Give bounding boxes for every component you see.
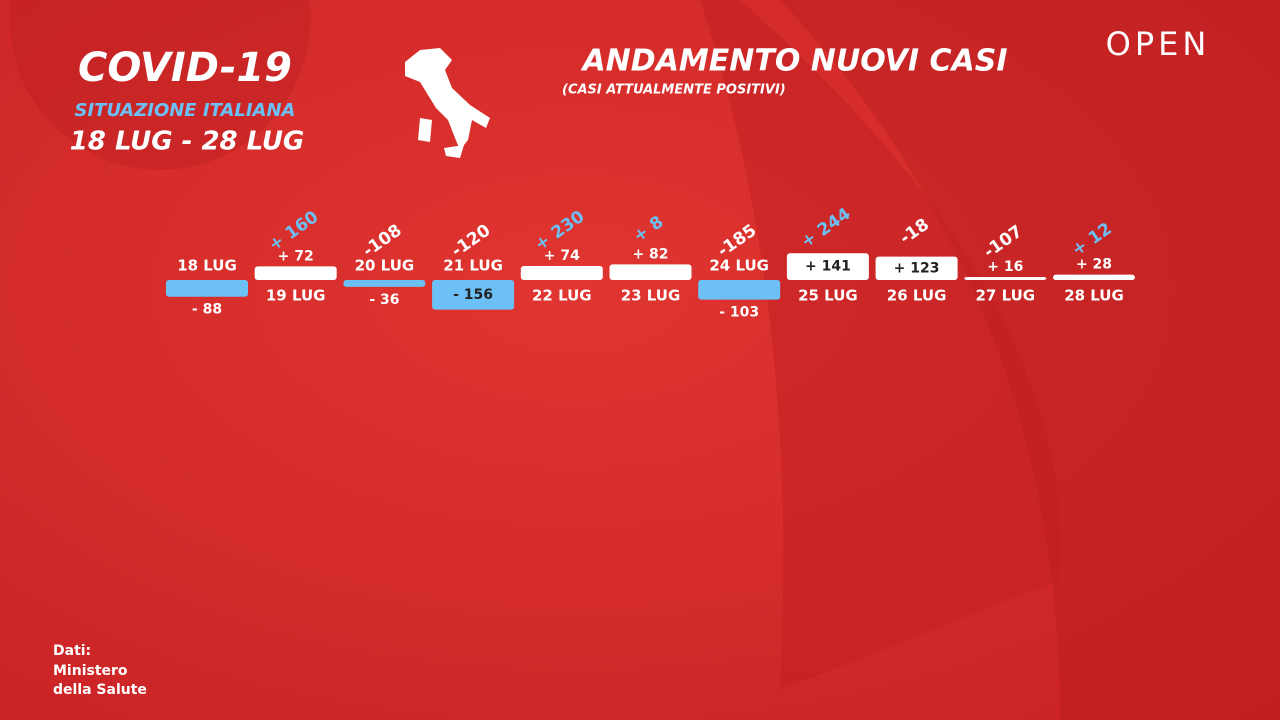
value-label: + 16 — [987, 259, 1023, 275]
value-label: + 72 — [278, 248, 314, 264]
bar — [1053, 274, 1135, 280]
value-label: - 88 — [192, 302, 222, 318]
bar — [964, 276, 1047, 280]
category-label: 22 LUG — [532, 287, 592, 305]
period: 18 LUG - 28 LUG — [70, 127, 305, 157]
source-text: Dati: — [53, 643, 91, 659]
main-title: COVID-19 — [78, 45, 292, 91]
bar — [432, 280, 515, 310]
category-label: 24 LUG — [709, 257, 769, 275]
bar — [520, 265, 603, 280]
category-label: 28 LUG — [1064, 287, 1124, 305]
chart-title: ANDAMENTO NUOVI CASI — [580, 44, 1007, 79]
value-label: - 156 — [453, 287, 493, 303]
bar — [698, 280, 781, 300]
source-text: Ministero — [53, 663, 128, 679]
value-label: - 36 — [369, 292, 399, 308]
value-label: - 103 — [719, 305, 759, 321]
value-label: + 74 — [544, 248, 580, 264]
bg-shape — [10, 0, 310, 170]
bar — [875, 256, 958, 280]
value-label: + 82 — [632, 246, 668, 262]
italy-map — [405, 48, 490, 158]
bar — [786, 253, 869, 280]
bar — [254, 266, 337, 280]
value-label: + 141 — [805, 259, 851, 275]
category-label: 21 LUG — [443, 257, 503, 275]
category-label: 23 LUG — [621, 287, 681, 305]
chart-subtitle: (CASI ATTUALMENTE POSITIVI) — [562, 83, 786, 98]
source-text: della Salute — [53, 682, 147, 698]
value-label: + 123 — [894, 260, 940, 276]
bar — [609, 264, 692, 280]
category-label: 26 LUG — [887, 287, 947, 305]
category-label: 27 LUG — [975, 287, 1035, 305]
subtitle: SITUAZIONE ITALIANA — [75, 100, 296, 121]
bg-shape — [700, 0, 1280, 720]
bar — [343, 280, 426, 287]
bar — [166, 280, 248, 297]
bg-shape — [700, 0, 1062, 690]
category-label: 25 LUG — [798, 287, 858, 305]
category-label: 18 LUG — [177, 257, 237, 275]
category-label: 20 LUG — [355, 257, 415, 275]
value-label: + 28 — [1076, 257, 1112, 273]
category-label: 19 LUG — [266, 287, 326, 305]
brand-logo: OPEN — [1106, 25, 1211, 63]
